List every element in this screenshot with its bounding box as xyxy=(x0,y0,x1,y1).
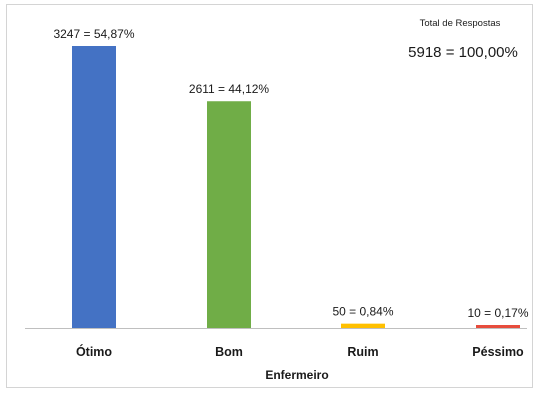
bar-2 xyxy=(207,101,251,328)
bar-1 xyxy=(72,46,116,328)
bar-chart: 3247 = 54,87% 2611 = 44,12% 50 = 0,84% 10 =… xyxy=(25,18,529,382)
bar-4 xyxy=(476,325,520,328)
category-label-2: Bom xyxy=(215,345,243,359)
bar-3 xyxy=(341,323,385,328)
data-labels-group: 3247 = 54,87% 2611 = 44,12% 50 = 0,84% 10 =… xyxy=(53,27,528,320)
category-label-4: Péssimo xyxy=(472,345,524,359)
category-labels-group: Ótimo Bom Ruim Péssimo xyxy=(76,344,524,359)
data-label-3: 50 = 0,84% xyxy=(332,305,393,319)
data-label-1: 3247 = 54,87% xyxy=(53,27,134,41)
x-axis-title: Enfermeiro xyxy=(265,368,328,382)
total-responses-value: 5918 = 100,00% xyxy=(408,44,518,61)
total-responses-title: Total de Respostas xyxy=(420,18,501,29)
data-label-4: 10 = 0,17% xyxy=(467,306,528,320)
category-label-3: Ruim xyxy=(347,345,378,359)
category-label-1: Ótimo xyxy=(76,344,112,359)
chart-frame: 3247 = 54,87% 2611 = 44,12% 50 = 0,84% 10 =… xyxy=(6,4,533,388)
bars-group xyxy=(72,46,520,328)
data-label-2: 2611 = 44,12% xyxy=(189,82,270,96)
